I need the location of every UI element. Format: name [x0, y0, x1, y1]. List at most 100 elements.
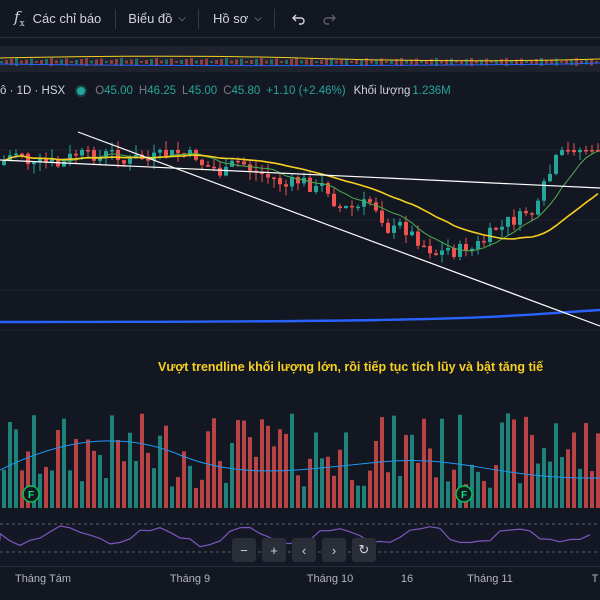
overview-bar — [205, 58, 208, 66]
redo-icon — [323, 14, 336, 25]
reset-chart-button[interactable]: ↻ — [352, 538, 376, 562]
time-tick: T — [591, 573, 599, 585]
volume-bar — [404, 434, 408, 508]
symbol-info[interactable]: ô · 1D · HSX — [0, 85, 66, 97]
overview-bar — [255, 59, 258, 65]
overview-bar — [345, 58, 348, 66]
chevron-down-icon: ⌵ — [254, 13, 262, 24]
candle-body — [428, 245, 432, 254]
overview-background — [0, 46, 600, 72]
volume-bar — [350, 480, 354, 508]
candle-body — [272, 177, 276, 179]
scroll-right-button[interactable]: › — [322, 538, 346, 562]
candle-body — [560, 150, 564, 156]
candle-body — [398, 221, 402, 226]
overview-bar — [25, 59, 28, 65]
ma-long-line — [0, 308, 600, 324]
candle-body — [170, 150, 174, 157]
candle-body — [206, 165, 210, 167]
overview-bar — [165, 59, 168, 65]
volume-bar — [290, 413, 294, 508]
candle-body — [392, 225, 396, 233]
indicator-lines — [0, 131, 600, 327]
volume-bar — [128, 432, 132, 508]
earnings-marker[interactable]: F — [22, 485, 40, 503]
volume-bar — [482, 481, 486, 508]
chart-grid — [0, 149, 600, 331]
candle-body — [44, 157, 48, 162]
candle-body — [68, 153, 72, 162]
volume-bar — [176, 477, 180, 508]
redo-button[interactable] — [321, 0, 337, 38]
overview-bar — [380, 58, 383, 66]
candle-body — [452, 248, 456, 257]
overview-bar — [150, 59, 153, 65]
overview-bar — [10, 59, 13, 65]
volume-bar — [230, 442, 234, 508]
change-value: +1.10 (+2.46%) — [266, 85, 346, 97]
candle-body — [302, 177, 306, 184]
overview-bar — [90, 60, 93, 64]
volume-bar — [356, 485, 360, 508]
overview-navigator[interactable] — [0, 46, 600, 72]
undo-icon — [291, 14, 305, 25]
overview-bar — [55, 60, 58, 64]
chart-menu-button[interactable]: Biểu đồ ⌵ — [128, 0, 186, 38]
volume-label: Khối lượng — [353, 85, 411, 97]
overview-bar — [65, 58, 68, 66]
top-toolbar: fx Các chỉ báo Biểu đồ ⌵ Hồ sơ ⌵ — [0, 0, 600, 38]
chart-menu-label: Biểu đồ — [128, 11, 173, 26]
candle-body — [122, 160, 126, 164]
candle-body — [92, 150, 96, 161]
profile-menu-button[interactable]: Hồ sơ ⌵ — [213, 0, 262, 38]
overview-bar — [105, 61, 108, 63]
overview-bar — [575, 58, 578, 66]
candle-body — [134, 154, 138, 159]
time-tick: 16 — [400, 573, 414, 585]
overview-bar — [300, 60, 303, 64]
overview-bar — [240, 58, 243, 66]
candle-body — [482, 240, 486, 243]
volume-bar — [284, 433, 288, 508]
zoom-in-button[interactable]: + — [262, 538, 286, 562]
overview-bar — [535, 59, 538, 65]
volume-bar — [182, 451, 186, 508]
earnings-marker[interactable]: F — [455, 485, 473, 503]
chart-annotation[interactable]: Vượt trendline khối lượng lớn, rồi tiếp … — [158, 360, 544, 374]
overview-bar — [5, 60, 8, 64]
candle-body — [80, 150, 84, 156]
candle-body — [524, 211, 528, 214]
volume-bar — [392, 415, 396, 508]
overview-bar — [265, 60, 268, 64]
volume-bar — [362, 485, 366, 508]
overview-bar — [410, 59, 413, 65]
volume-bar — [2, 469, 6, 508]
symbol-legend: ô · 1D · HSX O 45.00 H 46.25 L 45.00 C 4… — [0, 82, 451, 100]
candle-body — [326, 183, 330, 194]
indicators-button[interactable]: fx Các chỉ báo — [14, 0, 101, 38]
candle-body — [416, 231, 420, 246]
volume-bar — [50, 470, 54, 508]
candle-body — [32, 161, 36, 165]
candle-body — [314, 185, 318, 192]
overview-bar — [590, 58, 593, 66]
overview-bar — [325, 59, 328, 65]
overview-bar — [465, 59, 468, 65]
overview-bar — [370, 60, 373, 64]
volume-bar — [86, 439, 90, 508]
zoom-out-button[interactable]: − — [232, 538, 256, 562]
undo-button[interactable] — [291, 0, 307, 38]
overview-bar — [440, 60, 443, 64]
volume-bar — [146, 452, 150, 508]
volume-bar — [158, 435, 162, 508]
candle-body — [542, 181, 546, 201]
candle-body — [116, 150, 120, 161]
candle-body — [50, 159, 54, 162]
scroll-left-button[interactable]: ‹ — [292, 538, 316, 562]
ma-mid-line — [3, 154, 599, 240]
volume-bar — [416, 462, 420, 508]
time-axis[interactable]: Tháng Tám Tháng 9 Tháng 10 16 Tháng 11 T — [0, 566, 600, 600]
candle-body — [596, 150, 600, 152]
